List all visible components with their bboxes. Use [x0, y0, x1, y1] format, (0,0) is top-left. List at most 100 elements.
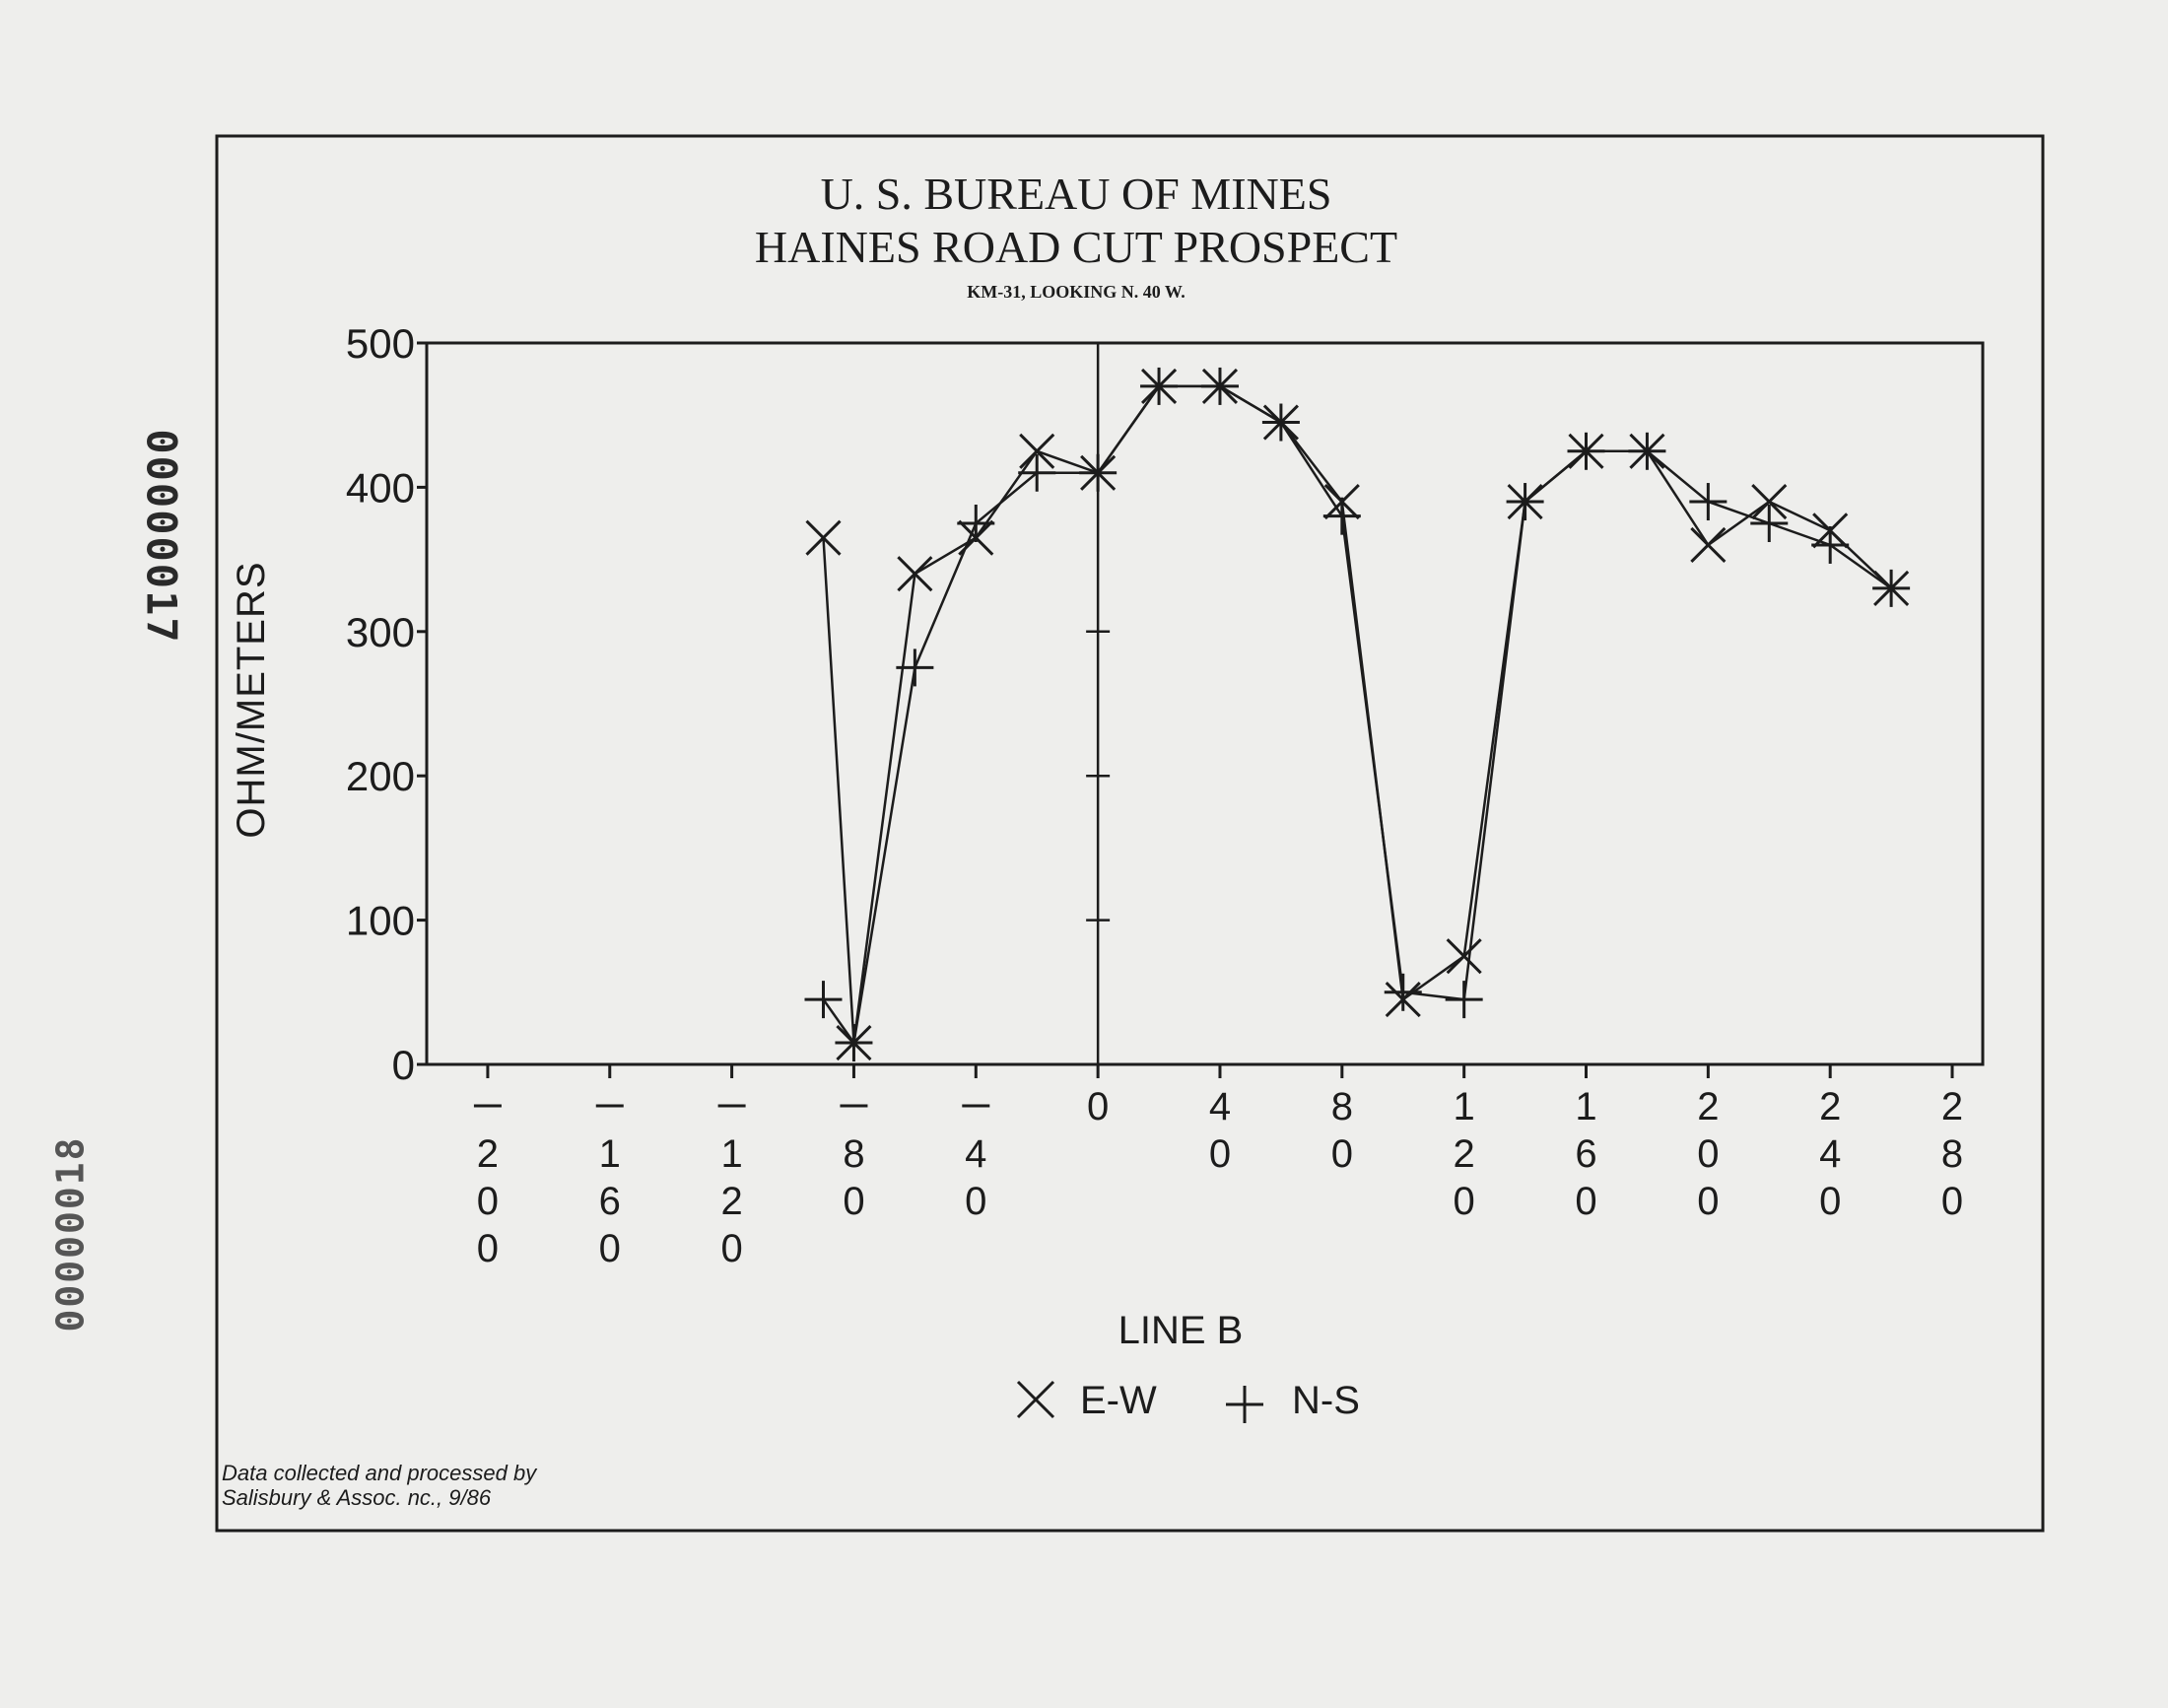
- data-point-n-s: [1018, 453, 1056, 492]
- x-tick-label-char: 0: [1697, 1180, 1719, 1223]
- x-tick-label-char: 0: [477, 1227, 499, 1270]
- x-tick-label: 200: [473, 1104, 502, 1270]
- data-point-n-s: [1872, 569, 1911, 607]
- x-tick-label-char: 8: [843, 1132, 864, 1176]
- x-tick-label-char: 4: [1819, 1132, 1841, 1176]
- x-tick-label-char: 6: [599, 1180, 621, 1223]
- y-tick-label: 400: [346, 464, 415, 511]
- credit-line-2: Salisbury & Assoc. nc., 9/86: [222, 1485, 492, 1510]
- x-tick-label: 280: [1941, 1085, 1963, 1223]
- y-tick-label: 100: [346, 898, 415, 944]
- x-tick-label-char: 4: [965, 1132, 986, 1176]
- x-tick-label-char: 2: [1454, 1132, 1475, 1176]
- zero-line-ticks: [1086, 343, 1111, 1064]
- x-tick-label-char: 0: [720, 1227, 742, 1270]
- data-point-n-s: [1322, 497, 1361, 535]
- y-tick-label: 300: [346, 609, 415, 655]
- data-point-n-s: [1750, 505, 1789, 542]
- x-tick-label: 160: [1575, 1085, 1596, 1223]
- x-tick-label-char: 8: [1331, 1085, 1353, 1128]
- x-tick-label-char: 0: [843, 1180, 864, 1223]
- x-tick-label: 80: [840, 1104, 868, 1223]
- x-tick-label: 160: [595, 1104, 624, 1270]
- y-tick-label: 500: [346, 320, 415, 367]
- legend: E-W N-S: [1016, 1379, 1360, 1423]
- x-tick-label-char: 6: [1575, 1132, 1596, 1176]
- legend-plus-marker: [1226, 1386, 1263, 1423]
- document-stamp-top: 00000017: [137, 429, 186, 645]
- x-tick-label-char: 0: [1941, 1180, 1963, 1223]
- data-point-n-s: [1140, 367, 1179, 405]
- y-tick-label: 0: [392, 1042, 415, 1088]
- data-point-n-s: [1261, 403, 1300, 442]
- credit-line-1: Data collected and processed by: [222, 1461, 538, 1485]
- x-tick-label: 120: [717, 1104, 746, 1270]
- data-point-e-w: [805, 519, 842, 556]
- x-tick-label-char: 2: [720, 1180, 742, 1223]
- x-tick-label: 120: [1454, 1085, 1475, 1223]
- data-point-n-s: [1506, 483, 1544, 521]
- x-tick-label-char: 8: [1941, 1132, 1963, 1176]
- y-axis-label: OHM/METERS: [230, 561, 273, 838]
- data-point-n-s: [1628, 432, 1666, 470]
- chart-subtitle-2: KM-31, LOOKING N. 40 W.: [967, 282, 1186, 302]
- x-tick-label-char: 2: [1697, 1085, 1719, 1128]
- x-tick-label-char: 4: [1209, 1085, 1231, 1128]
- data-point-n-s: [957, 505, 995, 542]
- chart-subtitle: HAINES ROAD CUT PROSPECT: [755, 222, 1397, 272]
- x-tick-label-char: 0: [1819, 1180, 1841, 1223]
- legend-label-n-s: N-S: [1292, 1379, 1360, 1422]
- x-tick-label: 200: [1697, 1085, 1719, 1223]
- x-tick-label-char: 0: [477, 1180, 499, 1223]
- legend-label-e-w: E-W: [1080, 1379, 1157, 1422]
- figure-frame: [215, 134, 2045, 1533]
- chart-title: U. S. BUREAU OF MINES: [821, 169, 1332, 219]
- series-layer: [804, 367, 1911, 1062]
- data-point-e-w: [897, 556, 933, 592]
- data-point-e-w: [1019, 433, 1055, 469]
- x-tick-label-char: 1: [1454, 1085, 1475, 1128]
- x-tick-label: 0: [1087, 1085, 1109, 1128]
- x-tick-label-char: 2: [1941, 1085, 1963, 1128]
- x-tick-label-char: 0: [1454, 1180, 1475, 1223]
- x-tick-label-char: 1: [1575, 1085, 1596, 1128]
- data-point-n-s: [1079, 453, 1118, 492]
- y-axis: 0 100 200 300 400 500: [346, 320, 427, 1088]
- y-tick-label: 200: [346, 753, 415, 799]
- x-tick-label-char: 0: [599, 1227, 621, 1270]
- x-tick-label-char: 0: [1697, 1132, 1719, 1176]
- data-point-n-s: [896, 649, 934, 687]
- x-tick-label: 40: [962, 1104, 990, 1223]
- x-tick-label: 80: [1331, 1085, 1353, 1176]
- data-point-n-s: [1384, 973, 1422, 1011]
- data-point-n-s: [1445, 981, 1483, 1019]
- x-axis-label: LINE B: [1118, 1309, 1244, 1352]
- x-tick-label-char: 0: [1087, 1085, 1109, 1128]
- x-tick-label-char: 0: [965, 1180, 986, 1223]
- x-tick-label-char: 1: [720, 1132, 742, 1176]
- data-point-n-s: [1689, 483, 1728, 521]
- data-point-n-s: [1567, 432, 1605, 470]
- x-tick-label-char: 1: [599, 1132, 621, 1176]
- data-point-n-s: [1811, 525, 1850, 564]
- data-point-e-w: [1690, 526, 1727, 564]
- x-tick-label: 240: [1819, 1085, 1841, 1223]
- data-point-n-s: [804, 981, 843, 1019]
- plot-frame: [425, 341, 1985, 1066]
- data-point-n-s: [1200, 367, 1239, 405]
- document-stamp-bottom: 00000018: [48, 1135, 93, 1332]
- x-tick-label-char: 0: [1331, 1132, 1353, 1176]
- legend-x-marker: [1016, 1380, 1055, 1419]
- x-tick-label-char: 0: [1575, 1180, 1596, 1223]
- data-point-n-s: [835, 1024, 873, 1062]
- data-point-e-w: [1751, 483, 1788, 520]
- x-tick-label-char: 0: [1209, 1132, 1231, 1176]
- x-tick-label: 40: [1209, 1085, 1231, 1176]
- x-tick-label-char: 2: [477, 1132, 499, 1176]
- x-tick-label-char: 2: [1819, 1085, 1841, 1128]
- plot-area-border: [425, 341, 1985, 1066]
- data-point-e-w: [1446, 938, 1482, 975]
